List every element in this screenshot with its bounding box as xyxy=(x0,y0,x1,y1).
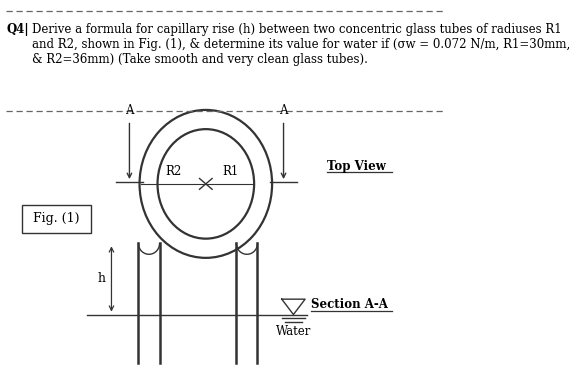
Text: Water: Water xyxy=(276,325,311,338)
Text: Q4|: Q4| xyxy=(7,22,29,36)
Text: & R2=36mm) (Take smooth and very clean glass tubes).: & R2=36mm) (Take smooth and very clean g… xyxy=(32,53,368,66)
Text: and R2, shown in Fig. (1), & determine its value for water if (σw = 0.072 N/m, R: and R2, shown in Fig. (1), & determine i… xyxy=(32,38,570,51)
Text: A: A xyxy=(279,104,288,117)
Text: Top View: Top View xyxy=(327,160,386,173)
Text: R1: R1 xyxy=(223,165,239,178)
Text: Fig. (1): Fig. (1) xyxy=(33,212,79,225)
Text: A: A xyxy=(125,104,134,117)
Text: Section A-A: Section A-A xyxy=(312,298,388,312)
Text: R2: R2 xyxy=(166,165,182,178)
Text: h: h xyxy=(97,272,105,286)
Text: Derive a formula for capillary rise (h) between two concentric glass tubes of ra: Derive a formula for capillary rise (h) … xyxy=(32,22,562,36)
